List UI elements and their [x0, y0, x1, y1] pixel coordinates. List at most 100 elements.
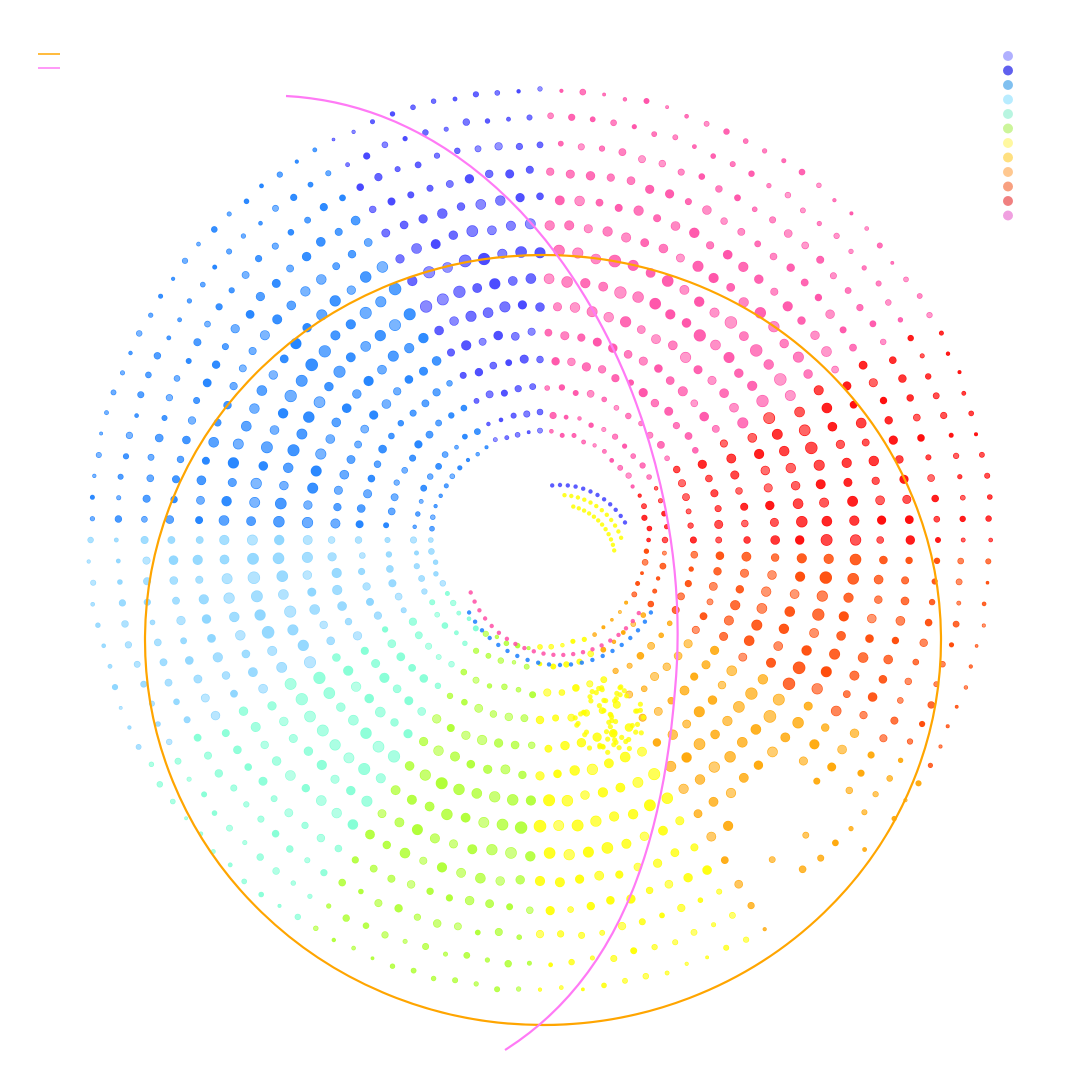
scatter-point	[595, 198, 604, 207]
scatter-point	[518, 770, 527, 780]
scatter-point	[813, 385, 824, 396]
scatter-point	[577, 143, 585, 151]
scatter-point	[229, 382, 238, 391]
scatter-point	[580, 278, 591, 289]
scatter-point	[361, 795, 373, 807]
scatter-point	[624, 600, 629, 605]
scatter-point	[871, 476, 880, 485]
scatter-point	[940, 411, 948, 420]
scatter-point	[558, 689, 566, 696]
scatter-point	[857, 769, 865, 777]
scatter-point	[678, 783, 689, 794]
scatter-point	[611, 639, 617, 644]
scatter-point	[857, 652, 869, 663]
scatter-point	[707, 375, 717, 385]
scatter-point	[344, 617, 353, 626]
scatter-point	[636, 651, 645, 660]
scatter-point	[778, 445, 790, 457]
scatter-point	[710, 489, 719, 498]
scatter-point	[535, 302, 545, 312]
scatter-point	[503, 640, 510, 647]
scatter-point	[267, 645, 278, 656]
scatter-point	[420, 484, 428, 492]
scatter-point	[196, 475, 207, 486]
scatter-point	[677, 168, 685, 176]
scatter-point	[305, 358, 319, 372]
scatter-point	[167, 536, 176, 544]
scatter-point	[414, 161, 422, 169]
scatter-point	[436, 862, 448, 873]
scatter-point	[606, 895, 615, 905]
scatter-point	[623, 349, 633, 359]
scatter-point	[172, 596, 180, 605]
scatter-point	[461, 730, 471, 740]
scatter-point	[325, 170, 332, 177]
scatter-point	[399, 220, 409, 230]
overlay-curves	[143, 94, 943, 1051]
scatter-point	[202, 378, 212, 388]
scatter-point	[705, 241, 715, 250]
scatter-point	[693, 329, 706, 342]
scatter-point	[597, 787, 609, 798]
scatter-point	[805, 441, 818, 455]
scatter-point	[543, 847, 556, 859]
scatter-point	[690, 843, 699, 852]
line-legend	[38, 53, 60, 69]
scatter-point	[269, 425, 280, 435]
scatter-point	[705, 474, 713, 483]
scatter-point	[429, 599, 436, 606]
scatter-point	[535, 771, 545, 781]
scatter-point	[443, 126, 449, 132]
scatter-point	[849, 670, 860, 681]
scatter-point	[580, 790, 590, 800]
scatter-point	[446, 380, 453, 387]
scatter-point	[651, 943, 658, 951]
scatter-point	[487, 635, 492, 641]
scatter-point	[711, 922, 717, 928]
scatter-point	[730, 600, 741, 611]
scatter-point	[601, 625, 606, 630]
scatter-point	[173, 375, 181, 382]
scatter-point	[214, 769, 224, 778]
scatter-point	[381, 626, 389, 633]
scatter-point	[241, 649, 251, 659]
scatter-point	[677, 592, 685, 601]
scatter-point	[556, 930, 565, 938]
scatter-point	[177, 317, 182, 323]
scatter-point	[201, 614, 212, 624]
scatter-point	[352, 631, 363, 641]
scatter-point	[411, 243, 422, 254]
scatter-point	[286, 845, 294, 853]
scatter-point	[259, 330, 270, 341]
scatter-point	[589, 116, 596, 123]
scatter-point	[888, 435, 898, 445]
scatter-point	[369, 410, 379, 420]
scatter-point	[897, 317, 904, 323]
scatter-point	[677, 479, 686, 488]
scatter-point	[661, 275, 674, 287]
scatter-point	[801, 241, 810, 250]
scatter-point	[496, 630, 502, 635]
scatter-point	[332, 653, 341, 662]
scatter-point	[122, 453, 130, 460]
scatter-point	[505, 847, 517, 859]
legend-swatch	[1003, 181, 1013, 192]
scatter-point	[133, 660, 141, 668]
scatter-point	[780, 732, 791, 743]
scatter-point	[375, 773, 386, 784]
scatter-point	[757, 674, 769, 685]
scatter-points	[86, 86, 994, 993]
scatter-point	[837, 744, 847, 755]
scatter-point	[638, 155, 646, 164]
scatter-point	[856, 304, 864, 312]
scatter-point	[165, 394, 173, 402]
scatter-point	[959, 494, 966, 501]
scatter-point	[693, 706, 705, 718]
scatter-point	[359, 306, 372, 319]
scatter-point	[466, 759, 476, 769]
scatter-point	[592, 732, 602, 742]
scatter-point	[437, 208, 448, 219]
scatter-point	[862, 847, 867, 852]
scatter-point	[739, 331, 749, 341]
scatter-point	[640, 238, 650, 248]
